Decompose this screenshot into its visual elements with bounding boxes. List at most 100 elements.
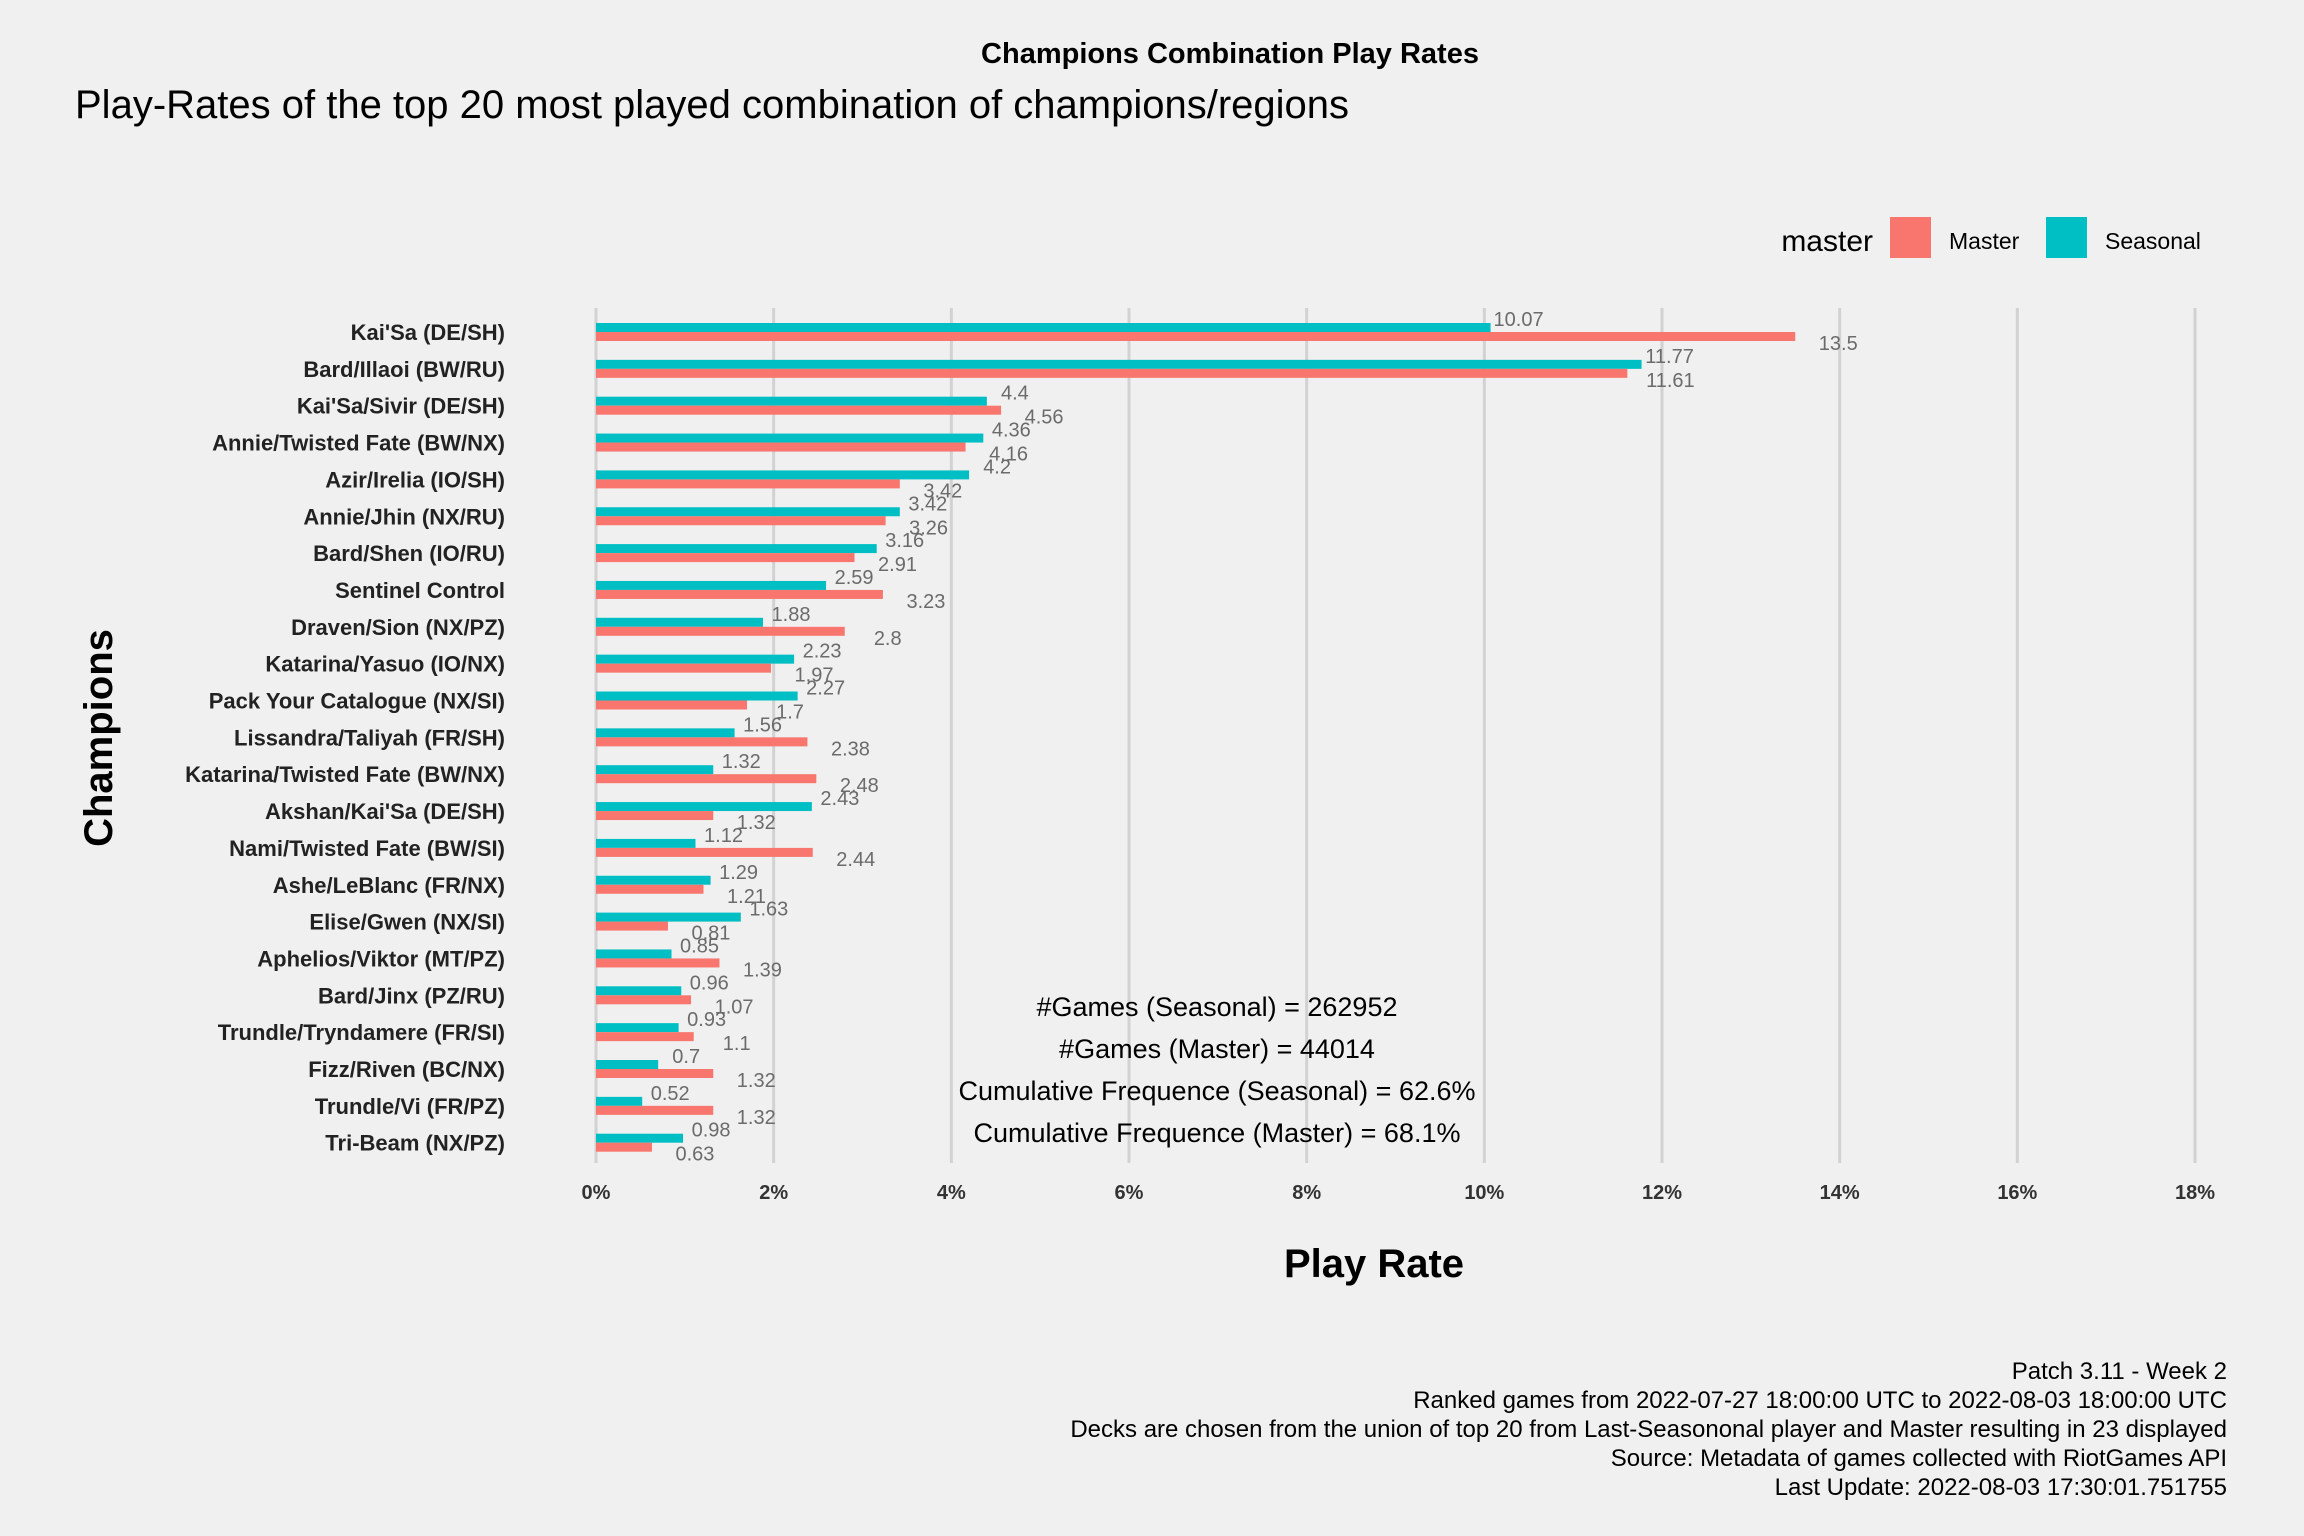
category-label-lissandra-taliyah-fr-sh: Lissandra/Taliyah (FR/SH) — [234, 725, 505, 750]
x-tick-14: 14% — [1820, 1182, 1860, 1204]
value-label-master-trundle-tryndamere-fr-si: 1.1 — [723, 1033, 751, 1055]
value-label-seasonal-bard-illaoi-bw-ru: 11.77 — [1645, 346, 1694, 368]
value-label-master-bard-shen-io-ru: 2.91 — [878, 554, 917, 576]
bar-seasonal-bard-illaoi-bw-ru — [596, 359, 1642, 369]
bars — [596, 323, 1796, 1152]
annotation-cumfreq-seasonal: Cumulative Frequence (Seasonal) = 62.6% — [958, 1076, 1475, 1106]
value-label-master-sentinel-control: 3.23 — [906, 591, 945, 613]
bar-master-fizz-riven-bc-nx — [596, 1069, 714, 1078]
bar-master-sentinel-control — [596, 589, 883, 599]
bar-master-trundle-vi-fr-pz — [596, 1105, 714, 1115]
category-label-aphelios-viktor-mt-pz: Aphelios/Viktor (MT/PZ) — [257, 946, 505, 971]
value-label-master-azir-irelia-io-sh: 3.42 — [923, 480, 962, 502]
chart-subtitle: Play-Rates of the top 20 most played com… — [75, 83, 1349, 127]
category-label-elise-gwen-nx-si: Elise/Gwen (NX/SI) — [309, 910, 505, 935]
value-label-master-annie-twisted-fate-bw-nx: 4.16 — [989, 444, 1028, 466]
value-label-seasonal-elise-gwen-nx-si: 1.63 — [749, 899, 788, 921]
bar-seasonal-aphelios-viktor-mt-pz — [596, 949, 672, 959]
value-label-seasonal-bard-jinx-pz-ru: 0.96 — [690, 972, 729, 994]
category-label-trundle-vi-fr-pz: Trundle/Vi (FR/PZ) — [315, 1094, 505, 1119]
category-label-akshan-kai-sa-de-sh: Akshan/Kai'Sa (DE/SH) — [265, 799, 505, 824]
value-label-seasonal-trundle-tryndamere-fr-si: 0.93 — [687, 1009, 726, 1031]
caption-selection: Decks are chosen from the union of top 2… — [1070, 1416, 2227, 1443]
bar-seasonal-fizz-riven-bc-nx — [596, 1060, 659, 1069]
bar-seasonal-ashe-leblanc-fr-nx — [596, 875, 711, 885]
bar-seasonal-akshan-kai-sa-de-sh — [596, 802, 812, 812]
value-label-master-pack-your-catalogue-nx-si: 1.7 — [776, 702, 804, 724]
bar-master-elise-gwen-nx-si — [596, 921, 668, 931]
bar-seasonal-elise-gwen-nx-si — [596, 912, 741, 922]
category-label-sentinel-control: Sentinel Control — [335, 578, 505, 603]
bar-seasonal-trundle-vi-fr-pz — [596, 1096, 643, 1106]
legend-title: master — [1781, 225, 1873, 258]
category-label-draven-sion-nx-pz: Draven/Sion (NX/PZ) — [291, 615, 505, 640]
category-label-katarina-twisted-fate-bw-nx: Katarina/Twisted Fate (BW/NX) — [185, 762, 505, 787]
legend-swatch-seasonal — [2046, 217, 2087, 258]
value-label-master-fizz-riven-bc-nx: 1.32 — [737, 1070, 776, 1092]
category-label-bard-shen-io-ru: Bard/Shen (IO/RU) — [313, 541, 505, 566]
value-label-master-draven-sion-nx-pz: 2.8 — [874, 628, 902, 650]
value-label-master-tri-beam-nx-pz: 0.63 — [675, 1144, 714, 1166]
bar-master-kai-sa-de-sh — [596, 332, 1796, 341]
x-tick-4: 4% — [937, 1182, 966, 1204]
category-label-kai-sa-de-sh: Kai'Sa (DE/SH) — [351, 320, 505, 345]
caption-last-update: Last Update: 2022-08-03 17:30:01.751755 — [1775, 1474, 2227, 1501]
caption-source: Source: Metadata of games collected with… — [1611, 1445, 2227, 1472]
chart-title: Champions Combination Play Rates — [981, 38, 1479, 70]
value-label-master-nami-twisted-fate-bw-si: 2.44 — [836, 849, 875, 871]
bar-seasonal-annie-jhin-nx-ru — [596, 507, 900, 517]
bar-seasonal-nami-twisted-fate-bw-si — [596, 838, 696, 848]
category-label-pack-your-catalogue-nx-si: Pack Your Catalogue (NX/SI) — [209, 689, 505, 714]
bar-seasonal-sentinel-control — [596, 580, 827, 590]
value-label-master-katarina-twisted-fate-bw-nx: 2.48 — [840, 775, 879, 797]
category-label-annie-twisted-fate-bw-nx: Annie/Twisted Fate (BW/NX) — [212, 431, 505, 456]
x-tick-8: 8% — [1292, 1182, 1321, 1204]
bar-master-bard-shen-io-ru — [596, 553, 855, 563]
bar-master-aphelios-viktor-mt-pz — [596, 958, 720, 968]
bar-master-katarina-twisted-fate-bw-nx — [596, 774, 817, 784]
category-label-trundle-tryndamere-fr-si: Trundle/Tryndamere (FR/SI) — [218, 1020, 505, 1045]
bar-seasonal-bard-jinx-pz-ru — [596, 986, 682, 996]
value-label-seasonal-katarina-yasuo-io-nx: 2.23 — [803, 641, 842, 663]
x-tick-16: 16% — [1997, 1182, 2037, 1204]
bar-master-akshan-kai-sa-de-sh — [596, 811, 714, 821]
value-label-seasonal-bard-shen-io-ru: 3.16 — [885, 530, 924, 552]
value-label-master-akshan-kai-sa-de-sh: 1.32 — [737, 812, 776, 834]
value-label-seasonal-katarina-twisted-fate-bw-nx: 1.32 — [722, 751, 761, 773]
bar-master-annie-jhin-nx-ru — [596, 516, 886, 526]
caption-patch: Patch 3.11 - Week 2 — [2012, 1358, 2227, 1385]
bar-seasonal-lissandra-taliyah-fr-sh — [596, 728, 735, 738]
bar-master-katarina-yasuo-io-nx — [596, 663, 772, 673]
bar-master-ashe-leblanc-fr-nx — [596, 884, 704, 894]
value-label-seasonal-kai-sa-sivir-de-sh: 4.4 — [1001, 383, 1029, 405]
category-label-azir-irelia-io-sh: Azir/Irelia (IO/SH) — [325, 467, 505, 492]
bar-seasonal-katarina-yasuo-io-nx — [596, 654, 795, 664]
value-label-seasonal-aphelios-viktor-mt-pz: 0.85 — [680, 935, 719, 957]
value-label-seasonal-sentinel-control: 2.59 — [835, 567, 874, 589]
caption-date-range: Ranked games from 2022-07-27 18:00:00 UT… — [1413, 1387, 2227, 1414]
value-label-master-aphelios-viktor-mt-pz: 1.39 — [743, 959, 782, 981]
legend-label-master: Master — [1949, 228, 2020, 254]
bar-master-nami-twisted-fate-bw-si — [596, 847, 813, 857]
bar-seasonal-annie-twisted-fate-bw-nx — [596, 433, 984, 443]
value-label-master-katarina-yasuo-io-nx: 1.97 — [795, 665, 834, 687]
bar-master-kai-sa-sivir-de-sh — [596, 405, 1002, 415]
bar-seasonal-draven-sion-nx-pz — [596, 617, 764, 627]
value-label-seasonal-lissandra-taliyah-fr-sh: 1.56 — [743, 714, 782, 736]
category-label-annie-jhin-nx-ru: Annie/Jhin (NX/RU) — [303, 504, 505, 529]
value-label-seasonal-azir-irelia-io-sh: 4.2 — [983, 456, 1011, 478]
category-label-bard-illaoi-bw-ru: Bard/Illaoi (BW/RU) — [303, 357, 505, 382]
value-label-seasonal-akshan-kai-sa-de-sh: 2.43 — [820, 788, 859, 810]
bar-master-draven-sion-nx-pz — [596, 626, 845, 636]
category-label-bard-jinx-pz-ru: Bard/Jinx (PZ/RU) — [318, 983, 505, 1008]
value-label-master-bard-illaoi-bw-ru: 11.61 — [1646, 370, 1695, 392]
value-label-master-kai-sa-sivir-de-sh: 4.56 — [1025, 407, 1064, 429]
bar-master-azir-irelia-io-sh — [596, 479, 900, 489]
value-label-master-elise-gwen-nx-si: 0.81 — [691, 923, 730, 945]
bar-seasonal-tri-beam-nx-pz — [596, 1133, 684, 1143]
bar-master-bard-jinx-pz-ru — [596, 995, 692, 1005]
category-label-fizz-riven-bc-nx: Fizz/Riven (BC/NX) — [308, 1057, 505, 1082]
category-label-kai-sa-sivir-de-sh: Kai'Sa/Sivir (DE/SH) — [297, 394, 505, 419]
